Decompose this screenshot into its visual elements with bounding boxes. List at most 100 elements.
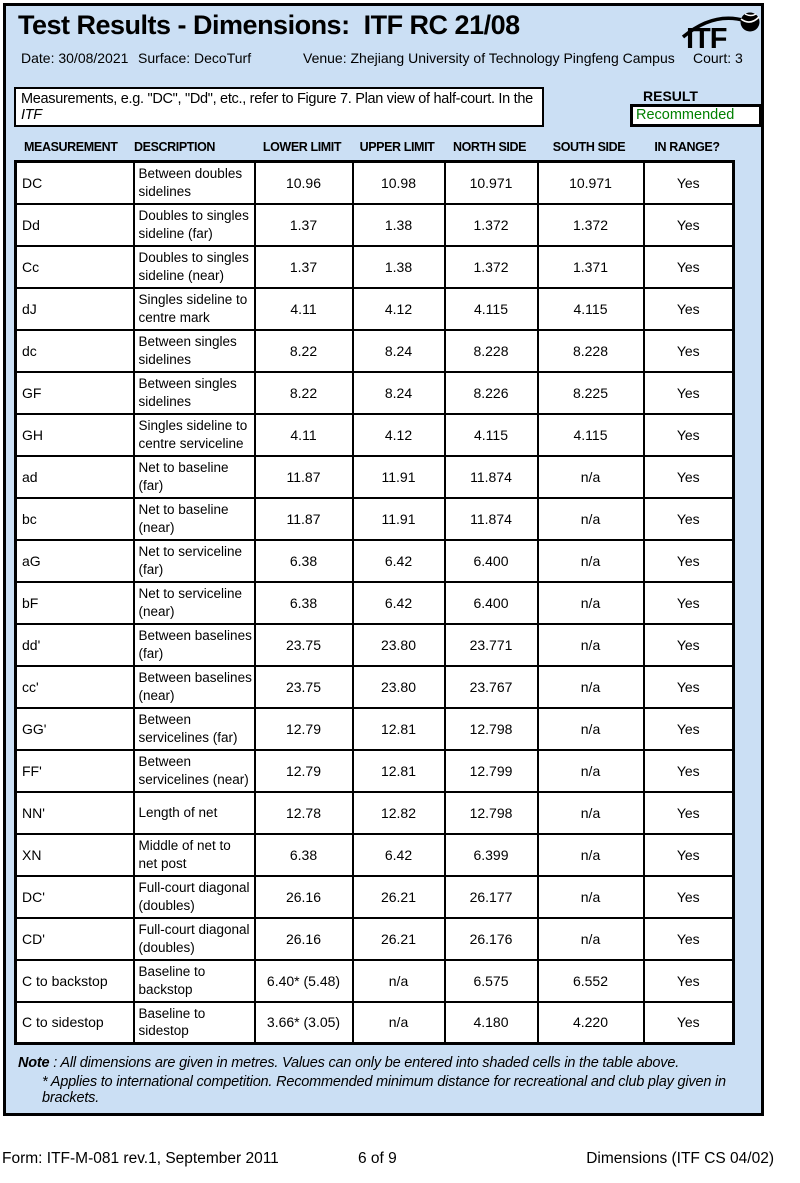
north-side-cell[interactable]: 6.575 xyxy=(443,958,539,1003)
upper-limit-cell: 12.81 xyxy=(351,706,446,751)
table-row: GG' Between servicelines (far) 12.79 12.81 1… xyxy=(14,706,735,751)
table-row: C to sidestop Baseline to sidestop 3.66* (… xyxy=(14,1000,735,1045)
in-range-cell: Yes xyxy=(642,496,735,541)
lower-limit-cell: 26.16 xyxy=(253,916,354,961)
description-cell: Net to baseline (near) xyxy=(132,496,256,541)
measurement-cell: C to backstop xyxy=(14,958,135,1003)
in-range-cell: Yes xyxy=(642,790,735,835)
table-row: dd' Between baselines (far) 23.75 23.80 23.7… xyxy=(14,622,735,667)
description-cell: Full-court diagonal (doubles) xyxy=(132,916,256,961)
report-meta: Date: 30/08/2021 Surface: DecoTurf Venue… xyxy=(6,50,761,70)
north-side-cell[interactable]: 6.399 xyxy=(443,832,539,877)
table-row: DC Between doubles sidelines 10.96 10.98 10.… xyxy=(14,160,735,205)
upper-limit-cell: n/a xyxy=(351,958,446,1003)
south-side-cell: n/a xyxy=(536,706,645,751)
description-cell: Full-court diagonal (doubles) xyxy=(132,874,256,919)
description-cell: Net to serviceline (far) xyxy=(132,538,256,583)
description-cell: Singles sideline to centre mark xyxy=(132,286,256,331)
south-side-cell[interactable]: 4.220 xyxy=(536,1000,645,1045)
col-header-north-side: NORTH SIDE xyxy=(452,140,527,154)
in-range-cell: Yes xyxy=(642,1000,735,1045)
north-side-cell[interactable]: 12.798 xyxy=(443,706,539,751)
north-side-cell[interactable]: 10.971 xyxy=(443,160,539,205)
results-table-body: DC Between doubles sidelines 10.96 10.98 10.… xyxy=(14,160,735,1045)
footnote-note-label: Note xyxy=(18,1055,50,1071)
south-side-cell: n/a xyxy=(536,496,645,541)
description-cell: Between baselines (near) xyxy=(132,664,256,709)
upper-limit-cell: 11.91 xyxy=(351,496,446,541)
lower-limit-cell: 8.22 xyxy=(253,328,354,373)
south-side-cell: n/a xyxy=(536,538,645,583)
upper-limit-cell: 11.91 xyxy=(351,454,446,499)
north-side-cell[interactable]: 4.180 xyxy=(443,1000,539,1045)
in-range-cell: Yes xyxy=(642,664,735,709)
measurement-cell: GH xyxy=(14,412,135,457)
north-side-cell[interactable]: 6.400 xyxy=(443,580,539,625)
south-side-cell[interactable]: 4.115 xyxy=(536,286,645,331)
upper-limit-cell: 26.21 xyxy=(351,874,446,919)
measurement-cell: dJ xyxy=(14,286,135,331)
upper-limit-cell: 12.81 xyxy=(351,748,446,793)
south-side-cell[interactable]: 8.225 xyxy=(536,370,645,415)
south-side-cell[interactable]: 4.115 xyxy=(536,412,645,457)
north-side-cell[interactable]: 8.226 xyxy=(443,370,539,415)
south-side-cell[interactable]: 10.971 xyxy=(536,160,645,205)
south-side-cell: n/a xyxy=(536,580,645,625)
south-side-cell[interactable]: 6.552 xyxy=(536,958,645,1003)
north-side-cell[interactable]: 11.874 xyxy=(443,454,539,499)
lower-limit-cell: 23.75 xyxy=(253,622,354,667)
logo-letters: ITF xyxy=(686,23,727,52)
north-side-cell[interactable]: 12.798 xyxy=(443,790,539,835)
measurements-note-box: Measurements, e.g. "DC", "Dd", etc., ref… xyxy=(14,87,544,127)
north-side-cell[interactable]: 23.771 xyxy=(443,622,539,667)
col-header-in-range: IN RANGE? xyxy=(654,140,720,154)
table-row: NN' Length of net 12.78 12.82 12.798 n/a Yes xyxy=(14,790,735,835)
results-table: DC Between doubles sidelines 10.96 10.98 10.… xyxy=(14,160,735,1045)
footnote-line2: * Applies to international competition. … xyxy=(42,1074,726,1106)
description-cell: Between singles sidelines xyxy=(132,370,256,415)
south-side-cell[interactable]: 8.228 xyxy=(536,328,645,373)
lower-limit-cell: 6.38 xyxy=(253,832,354,877)
col-header-description: DESCRIPTION xyxy=(134,140,216,154)
report-page: Test Results - Dimensions: ITF RC 21/08 … xyxy=(3,3,764,1116)
measurement-cell: bF xyxy=(14,580,135,625)
measurement-cell: DC' xyxy=(14,874,135,919)
table-row: cc' Between baselines (near) 23.75 23.80 23.… xyxy=(14,664,735,709)
itf-logo: ITF xyxy=(680,10,764,55)
in-range-cell: Yes xyxy=(642,916,735,961)
lower-limit-cell: 26.16 xyxy=(253,874,354,919)
description-cell: Between singles sidelines xyxy=(132,328,256,373)
north-side-cell[interactable]: 26.177 xyxy=(443,874,539,919)
north-side-cell[interactable]: 8.228 xyxy=(443,328,539,373)
south-side-cell[interactable]: 1.371 xyxy=(536,244,645,289)
north-side-cell[interactable]: 4.115 xyxy=(443,412,539,457)
measurement-cell: NN' xyxy=(14,790,135,835)
col-header-south-side: SOUTH SIDE xyxy=(552,140,626,154)
table-column-headers: MEASUREMENT DESCRIPTION LOWER LIMIT UPPE… xyxy=(14,140,732,154)
north-side-cell[interactable]: 1.372 xyxy=(443,202,539,247)
table-row: Cc Doubles to singles sideline (near) 1.37… xyxy=(14,244,735,289)
north-side-cell[interactable]: 23.767 xyxy=(443,664,539,709)
description-cell: Baseline to sidestop xyxy=(132,1000,256,1045)
north-side-cell[interactable]: 6.400 xyxy=(443,538,539,583)
footer-page-number: 6 of 9 xyxy=(358,1150,397,1167)
in-range-cell: Yes xyxy=(642,706,735,751)
north-side-cell[interactable]: 4.115 xyxy=(443,286,539,331)
north-side-cell[interactable]: 26.176 xyxy=(443,916,539,961)
table-row: dJ Singles sideline to centre mark 4.11 4.1… xyxy=(14,286,735,331)
upper-limit-cell: 23.80 xyxy=(351,622,446,667)
table-row: CD' Full-court diagonal (doubles) 26.16 26.… xyxy=(14,916,735,961)
north-side-cell[interactable]: 11.874 xyxy=(443,496,539,541)
upper-limit-cell: 26.21 xyxy=(351,916,446,961)
upper-limit-cell: 4.12 xyxy=(351,412,446,457)
in-range-cell: Yes xyxy=(642,370,735,415)
north-side-cell[interactable]: 1.372 xyxy=(443,244,539,289)
lower-limit-cell: 12.79 xyxy=(253,706,354,751)
measurement-cell: dd' xyxy=(14,622,135,667)
result-value-field[interactable]: Recommended xyxy=(630,104,762,127)
south-side-cell[interactable]: 1.372 xyxy=(536,202,645,247)
in-range-cell: Yes xyxy=(642,958,735,1003)
description-cell: Doubles to singles sideline (far) xyxy=(132,202,256,247)
table-row: DC' Full-court diagonal (doubles) 26.16 26.… xyxy=(14,874,735,919)
north-side-cell[interactable]: 12.799 xyxy=(443,748,539,793)
